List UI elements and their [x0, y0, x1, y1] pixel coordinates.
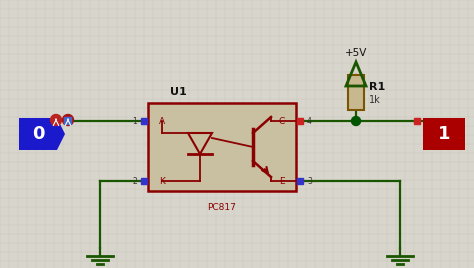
Text: R1: R1 [369, 82, 385, 92]
Text: C: C [279, 117, 285, 125]
Text: 4: 4 [307, 117, 312, 125]
Text: 1: 1 [132, 117, 137, 125]
Circle shape [51, 114, 62, 125]
Bar [348, 75, 364, 110]
Text: +5V: +5V [345, 48, 367, 58]
Text: 1: 1 [438, 125, 450, 143]
Text: K: K [159, 177, 165, 185]
Polygon shape [19, 118, 65, 150]
Bar [64, 117, 71, 124]
Text: U1: U1 [170, 87, 186, 97]
Bar [141, 178, 147, 184]
Text: 2: 2 [132, 177, 137, 185]
Text: E: E [279, 177, 285, 185]
Bar [141, 118, 147, 124]
Bar [297, 178, 303, 184]
Text: 3: 3 [307, 177, 312, 185]
Bar [423, 118, 465, 150]
Text: 0: 0 [32, 125, 44, 143]
Bar [148, 103, 296, 191]
Bar [297, 118, 303, 124]
Text: 1k: 1k [369, 95, 381, 105]
Circle shape [352, 117, 361, 125]
Polygon shape [188, 133, 212, 154]
Text: A: A [159, 117, 165, 125]
Text: PC817: PC817 [208, 203, 237, 212]
Circle shape [63, 114, 73, 125]
Bar [414, 118, 420, 124]
